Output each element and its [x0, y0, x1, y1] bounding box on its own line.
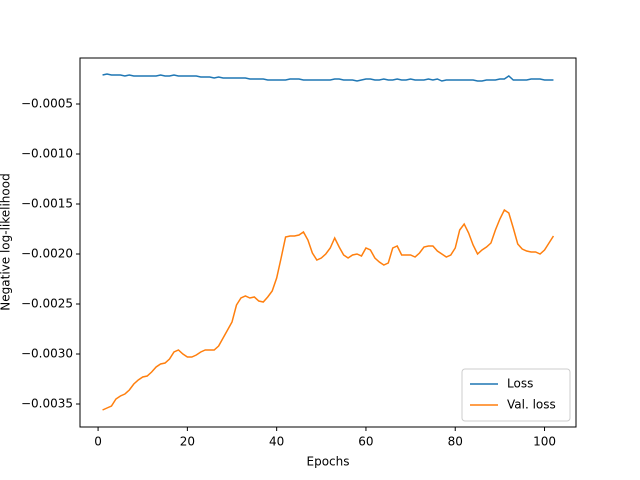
y-tick-label: −0.0020 [21, 247, 73, 261]
x-tick-label: 80 [448, 435, 463, 449]
x-tick-label: 100 [533, 435, 556, 449]
x-tick-label: 0 [94, 435, 102, 449]
y-tick-label: −0.0025 [21, 297, 73, 311]
y-tick-label: −0.0015 [21, 197, 73, 211]
legend: Loss Val. loss [461, 368, 571, 422]
y-tick-label: −0.0035 [21, 397, 73, 411]
plot-frame [79, 57, 577, 428]
series-line [102, 73, 554, 82]
x-tick-label: 60 [358, 435, 373, 449]
series-line [102, 208, 555, 411]
y-tick-label: −0.0030 [21, 347, 73, 361]
x-axis-label: Epochs [307, 455, 350, 469]
legend-box [461, 368, 571, 422]
legend-label: Loss [507, 377, 533, 391]
x-tick-label: 20 [180, 435, 195, 449]
y-tick-label: −0.0005 [21, 97, 73, 111]
legend-label: Val. loss [507, 398, 556, 412]
y-tick-label: −0.0010 [21, 147, 73, 161]
x-tick-label: 40 [269, 435, 284, 449]
y-axis-label: Negative log-likelihood [0, 173, 13, 310]
